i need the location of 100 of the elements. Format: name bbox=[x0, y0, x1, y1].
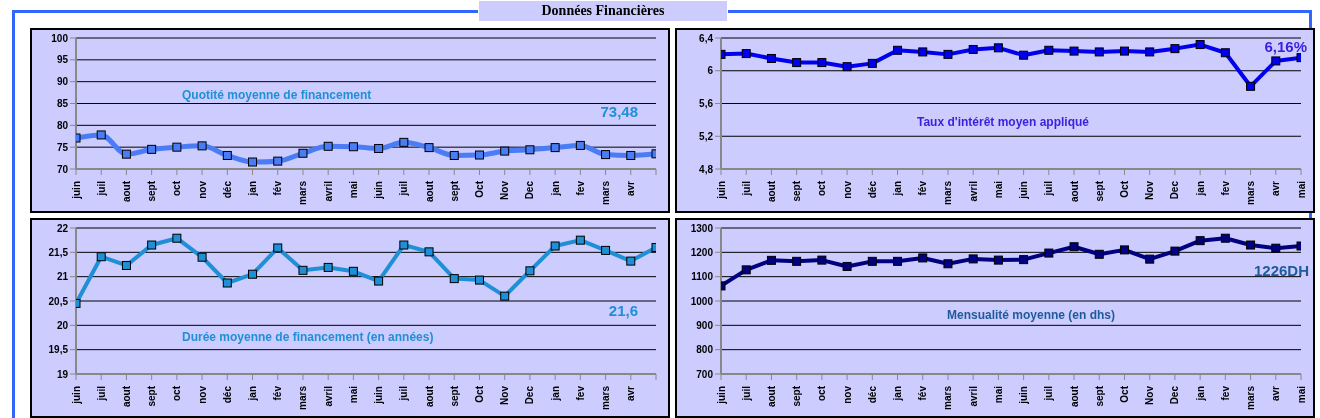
point bbox=[474, 275, 484, 285]
x-tick-label: mars bbox=[297, 385, 309, 410]
text: Taux d'intérêt moyen appliqué bbox=[917, 115, 1089, 129]
x-tick-label: mars bbox=[600, 180, 612, 205]
y-tick-label: 20,5 bbox=[48, 295, 69, 307]
point bbox=[1069, 242, 1079, 252]
point bbox=[893, 256, 903, 266]
x-tick-label: fev bbox=[574, 180, 586, 196]
x-tick-label: sept bbox=[1093, 385, 1105, 407]
x-tick-label: mai bbox=[1295, 385, 1307, 404]
y-tick-label: 6 bbox=[707, 65, 714, 77]
x-tick-label: oct bbox=[171, 385, 183, 401]
x-tick-label: sept bbox=[448, 385, 460, 407]
x-tick-label: juin bbox=[715, 181, 727, 200]
x-tick-label: mars bbox=[1245, 385, 1257, 410]
point bbox=[248, 157, 258, 167]
x-tick-label: aout bbox=[423, 385, 435, 408]
x-tick-label: nov bbox=[841, 385, 853, 404]
point bbox=[525, 266, 535, 276]
x-tick-label: juin bbox=[373, 181, 385, 200]
y-tick-label: 4,8 bbox=[699, 163, 714, 175]
point bbox=[817, 255, 827, 265]
point bbox=[867, 256, 877, 266]
point bbox=[374, 276, 384, 286]
point bbox=[943, 49, 953, 59]
point bbox=[1119, 46, 1129, 56]
x-tick-label: aout bbox=[120, 180, 132, 203]
x-tick-label: jan bbox=[1194, 386, 1206, 402]
x-tick-label: jan bbox=[247, 386, 259, 402]
x-tick-label: juin bbox=[70, 181, 82, 200]
point bbox=[323, 262, 333, 272]
point bbox=[1195, 236, 1205, 246]
point bbox=[1220, 48, 1230, 58]
point bbox=[918, 47, 928, 57]
point bbox=[197, 141, 207, 151]
x-tick-label: Dec bbox=[524, 385, 536, 405]
point bbox=[172, 142, 182, 152]
point bbox=[500, 146, 510, 156]
x-tick-label: nov bbox=[841, 180, 853, 199]
x-tick-label: avril bbox=[967, 180, 979, 202]
point bbox=[741, 265, 751, 275]
point bbox=[1069, 46, 1079, 56]
x-tick-label: mars bbox=[1245, 180, 1257, 205]
point bbox=[121, 149, 131, 159]
x-tick-label: Oct bbox=[1118, 385, 1130, 403]
annotation: 73,48 bbox=[600, 103, 638, 120]
x-tick-label: oct bbox=[171, 180, 183, 196]
x-tick-label: sept bbox=[791, 180, 803, 202]
x-tick-label: déc bbox=[221, 385, 233, 404]
x-tick-label: oct bbox=[816, 180, 828, 196]
point bbox=[1094, 47, 1104, 57]
point bbox=[1170, 44, 1180, 54]
point bbox=[1145, 254, 1155, 264]
x-tick-label: juil bbox=[740, 180, 752, 197]
y-tick-label: 1200 bbox=[690, 246, 714, 258]
x-tick-label: juil bbox=[740, 385, 752, 402]
y-tick-label: 900 bbox=[696, 319, 714, 331]
point bbox=[525, 145, 535, 155]
x-tick-label: Nov bbox=[1144, 385, 1156, 405]
x-tick-label: avr bbox=[625, 385, 637, 402]
point bbox=[792, 58, 802, 68]
x-tick-label: Nov bbox=[1144, 180, 1156, 200]
x-tick-label: aout bbox=[765, 385, 777, 408]
x-tick-label: déc bbox=[221, 180, 233, 199]
x-tick-label: jan bbox=[549, 181, 561, 197]
y-tick-label: 19 bbox=[56, 368, 69, 380]
point bbox=[298, 148, 308, 158]
x-tick-label: fev bbox=[1219, 385, 1231, 401]
y-tick-label: 90 bbox=[56, 76, 69, 88]
point bbox=[1246, 240, 1256, 250]
point bbox=[248, 269, 258, 279]
point bbox=[500, 291, 510, 301]
x-tick-label: avril bbox=[322, 385, 334, 407]
point bbox=[626, 256, 636, 266]
x-tick-label: avril bbox=[967, 385, 979, 407]
point bbox=[449, 274, 459, 284]
point bbox=[424, 143, 434, 153]
point bbox=[474, 150, 484, 160]
x-tick-label: mai bbox=[992, 385, 1004, 404]
y-tick-label: 20 bbox=[56, 319, 69, 331]
point bbox=[817, 58, 827, 68]
x-tick-label: nov bbox=[196, 385, 208, 404]
point bbox=[601, 245, 611, 255]
x-tick-label: mars bbox=[942, 180, 954, 205]
x-tick-label: fév bbox=[272, 180, 284, 196]
annotation: 21,6 bbox=[608, 302, 638, 319]
point bbox=[626, 150, 636, 160]
x-tick-label: juil bbox=[398, 180, 410, 197]
text: Mensualité moyenne (en dhs) bbox=[947, 308, 1116, 322]
y-tick-label: 800 bbox=[696, 344, 714, 356]
x-tick-label: aout bbox=[1068, 180, 1080, 203]
x-tick-label: juil bbox=[95, 385, 107, 402]
point bbox=[273, 243, 283, 253]
x-tick-label: jan bbox=[1194, 181, 1206, 197]
x-tick-label: Dec bbox=[1169, 180, 1181, 200]
point bbox=[449, 150, 459, 160]
x-tick-label: mai bbox=[347, 385, 359, 404]
x-tick-label: avr bbox=[1270, 180, 1282, 197]
x-tick-label: jan bbox=[892, 386, 904, 402]
y-tick-label: 1000 bbox=[690, 295, 714, 307]
